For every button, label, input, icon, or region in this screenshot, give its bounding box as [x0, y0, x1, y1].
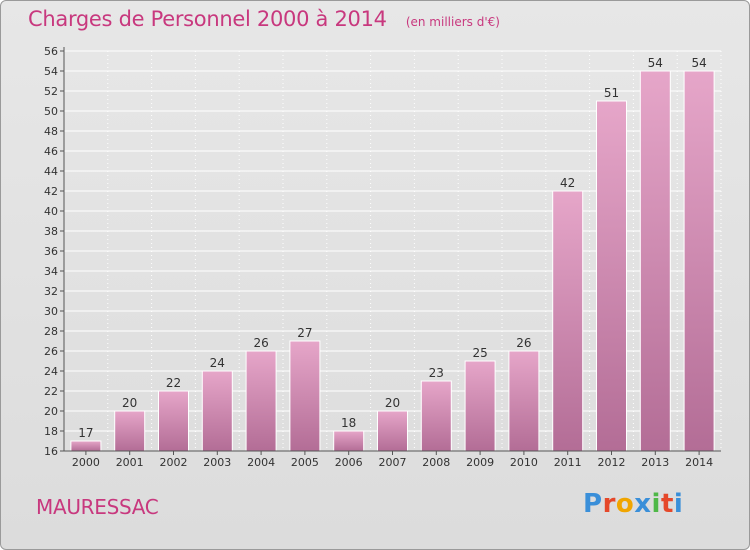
- x-tick-label: 2014: [685, 456, 713, 469]
- y-tick-label: 28: [44, 325, 58, 338]
- bar-value-label: 24: [210, 356, 225, 370]
- y-tick-label: 56: [44, 45, 58, 58]
- bar-labels: 17 20 22 24 26 27 18 20 23 25 26 42 51 54 54: [78, 56, 706, 440]
- logo-letter: x: [634, 489, 652, 519]
- bar-value-label: 22: [166, 376, 181, 390]
- x-tick-label: 2010: [510, 456, 538, 469]
- y-tick-label: 20: [44, 405, 58, 418]
- y-tick-label: 38: [44, 225, 58, 238]
- logo-letter: i: [651, 489, 661, 519]
- logo-letter: r: [602, 489, 616, 519]
- bar-2008: [420, 380, 452, 452]
- bar-2003: [201, 370, 233, 452]
- x-tick-label: 2006: [335, 456, 363, 469]
- x-tick-label: 2004: [247, 456, 275, 469]
- bar-value-label: 26: [253, 336, 268, 350]
- y-tick-label: 44: [44, 165, 58, 178]
- bar-value-label: 26: [516, 336, 531, 350]
- y-tick-label: 40: [44, 205, 58, 218]
- x-tick-label: 2008: [422, 456, 450, 469]
- bar-value-label: 42: [560, 176, 575, 190]
- y-tick-label: 18: [44, 425, 58, 438]
- y-tick-label: 22: [44, 385, 58, 398]
- bar-value-label: 23: [429, 366, 444, 380]
- y-tick-label: 48: [44, 125, 58, 138]
- bars: [70, 70, 715, 452]
- y-tick-label: 24: [44, 365, 58, 378]
- bar-value-label: 17: [78, 426, 93, 440]
- bar-value-label: 51: [604, 86, 619, 100]
- bar-2011: [552, 190, 584, 452]
- bar-2002: [158, 390, 189, 452]
- x-tick-label: 2003: [203, 456, 231, 469]
- proxiti-logo[interactable]: Proxiti: [583, 489, 683, 519]
- bar-value-label: 18: [341, 416, 356, 430]
- x-tick-label: 2012: [598, 456, 626, 469]
- chart-title: Charges de Personnel 2000 à 2014: [28, 7, 387, 31]
- y-tick-label: 26: [44, 345, 58, 358]
- x-tick-label: 2000: [72, 456, 100, 469]
- y-tick-label: 30: [44, 305, 58, 318]
- y-tick-label: 52: [44, 85, 58, 98]
- logo-letter: i: [673, 489, 684, 519]
- logo-letter: o: [615, 489, 635, 519]
- logo-letter: P: [583, 489, 603, 519]
- title-row: Charges de Personnel 2000 à 2014 (en mil…: [28, 7, 500, 31]
- x-tick-label: 2001: [116, 456, 144, 469]
- bar-2010: [508, 350, 540, 452]
- bar-2007: [377, 410, 408, 452]
- bar-value-label: 20: [385, 396, 400, 410]
- x-tick-label: 2013: [641, 456, 669, 469]
- axes: 16 18 20 22 24 26 28 30 32 34 36 38 40 42 44 46 48 50 52 54…: [44, 45, 721, 469]
- bar-2000: [70, 440, 102, 452]
- bar-value-label: 54: [648, 56, 663, 70]
- bar-2014: [683, 70, 715, 452]
- chart-subtitle: (en milliers d'€): [405, 15, 500, 29]
- bar-2004: [245, 350, 277, 452]
- bar-2001: [114, 410, 146, 452]
- bar-value-label: 54: [691, 56, 706, 70]
- bar-2006: [333, 430, 365, 452]
- bar-2013: [639, 70, 671, 452]
- bar-2009: [464, 360, 496, 452]
- y-tick-label: 50: [44, 105, 58, 118]
- bar-2012: [596, 100, 627, 452]
- x-tick-label: 2005: [291, 456, 319, 469]
- y-tick-label: 32: [44, 285, 58, 298]
- logo-letter: t: [660, 489, 674, 519]
- bar-2005: [289, 340, 321, 452]
- x-tick-label: 2009: [466, 456, 494, 469]
- y-tick-label: 36: [44, 245, 58, 258]
- y-tick-label: 46: [44, 145, 58, 158]
- bar-value-label: 20: [122, 396, 137, 410]
- y-tick-label: 34: [44, 265, 58, 278]
- y-tick-label: 42: [44, 185, 58, 198]
- x-tick-label: 2011: [554, 456, 582, 469]
- x-tick-label: 2002: [160, 456, 188, 469]
- commune-name: MAURESSAC: [36, 495, 159, 519]
- x-tick-label: 2007: [379, 456, 407, 469]
- y-tick-label: 16: [44, 445, 58, 458]
- bar-value-label: 27: [297, 326, 312, 340]
- bar-value-label: 25: [472, 346, 487, 360]
- y-tick-label: 54: [44, 65, 58, 78]
